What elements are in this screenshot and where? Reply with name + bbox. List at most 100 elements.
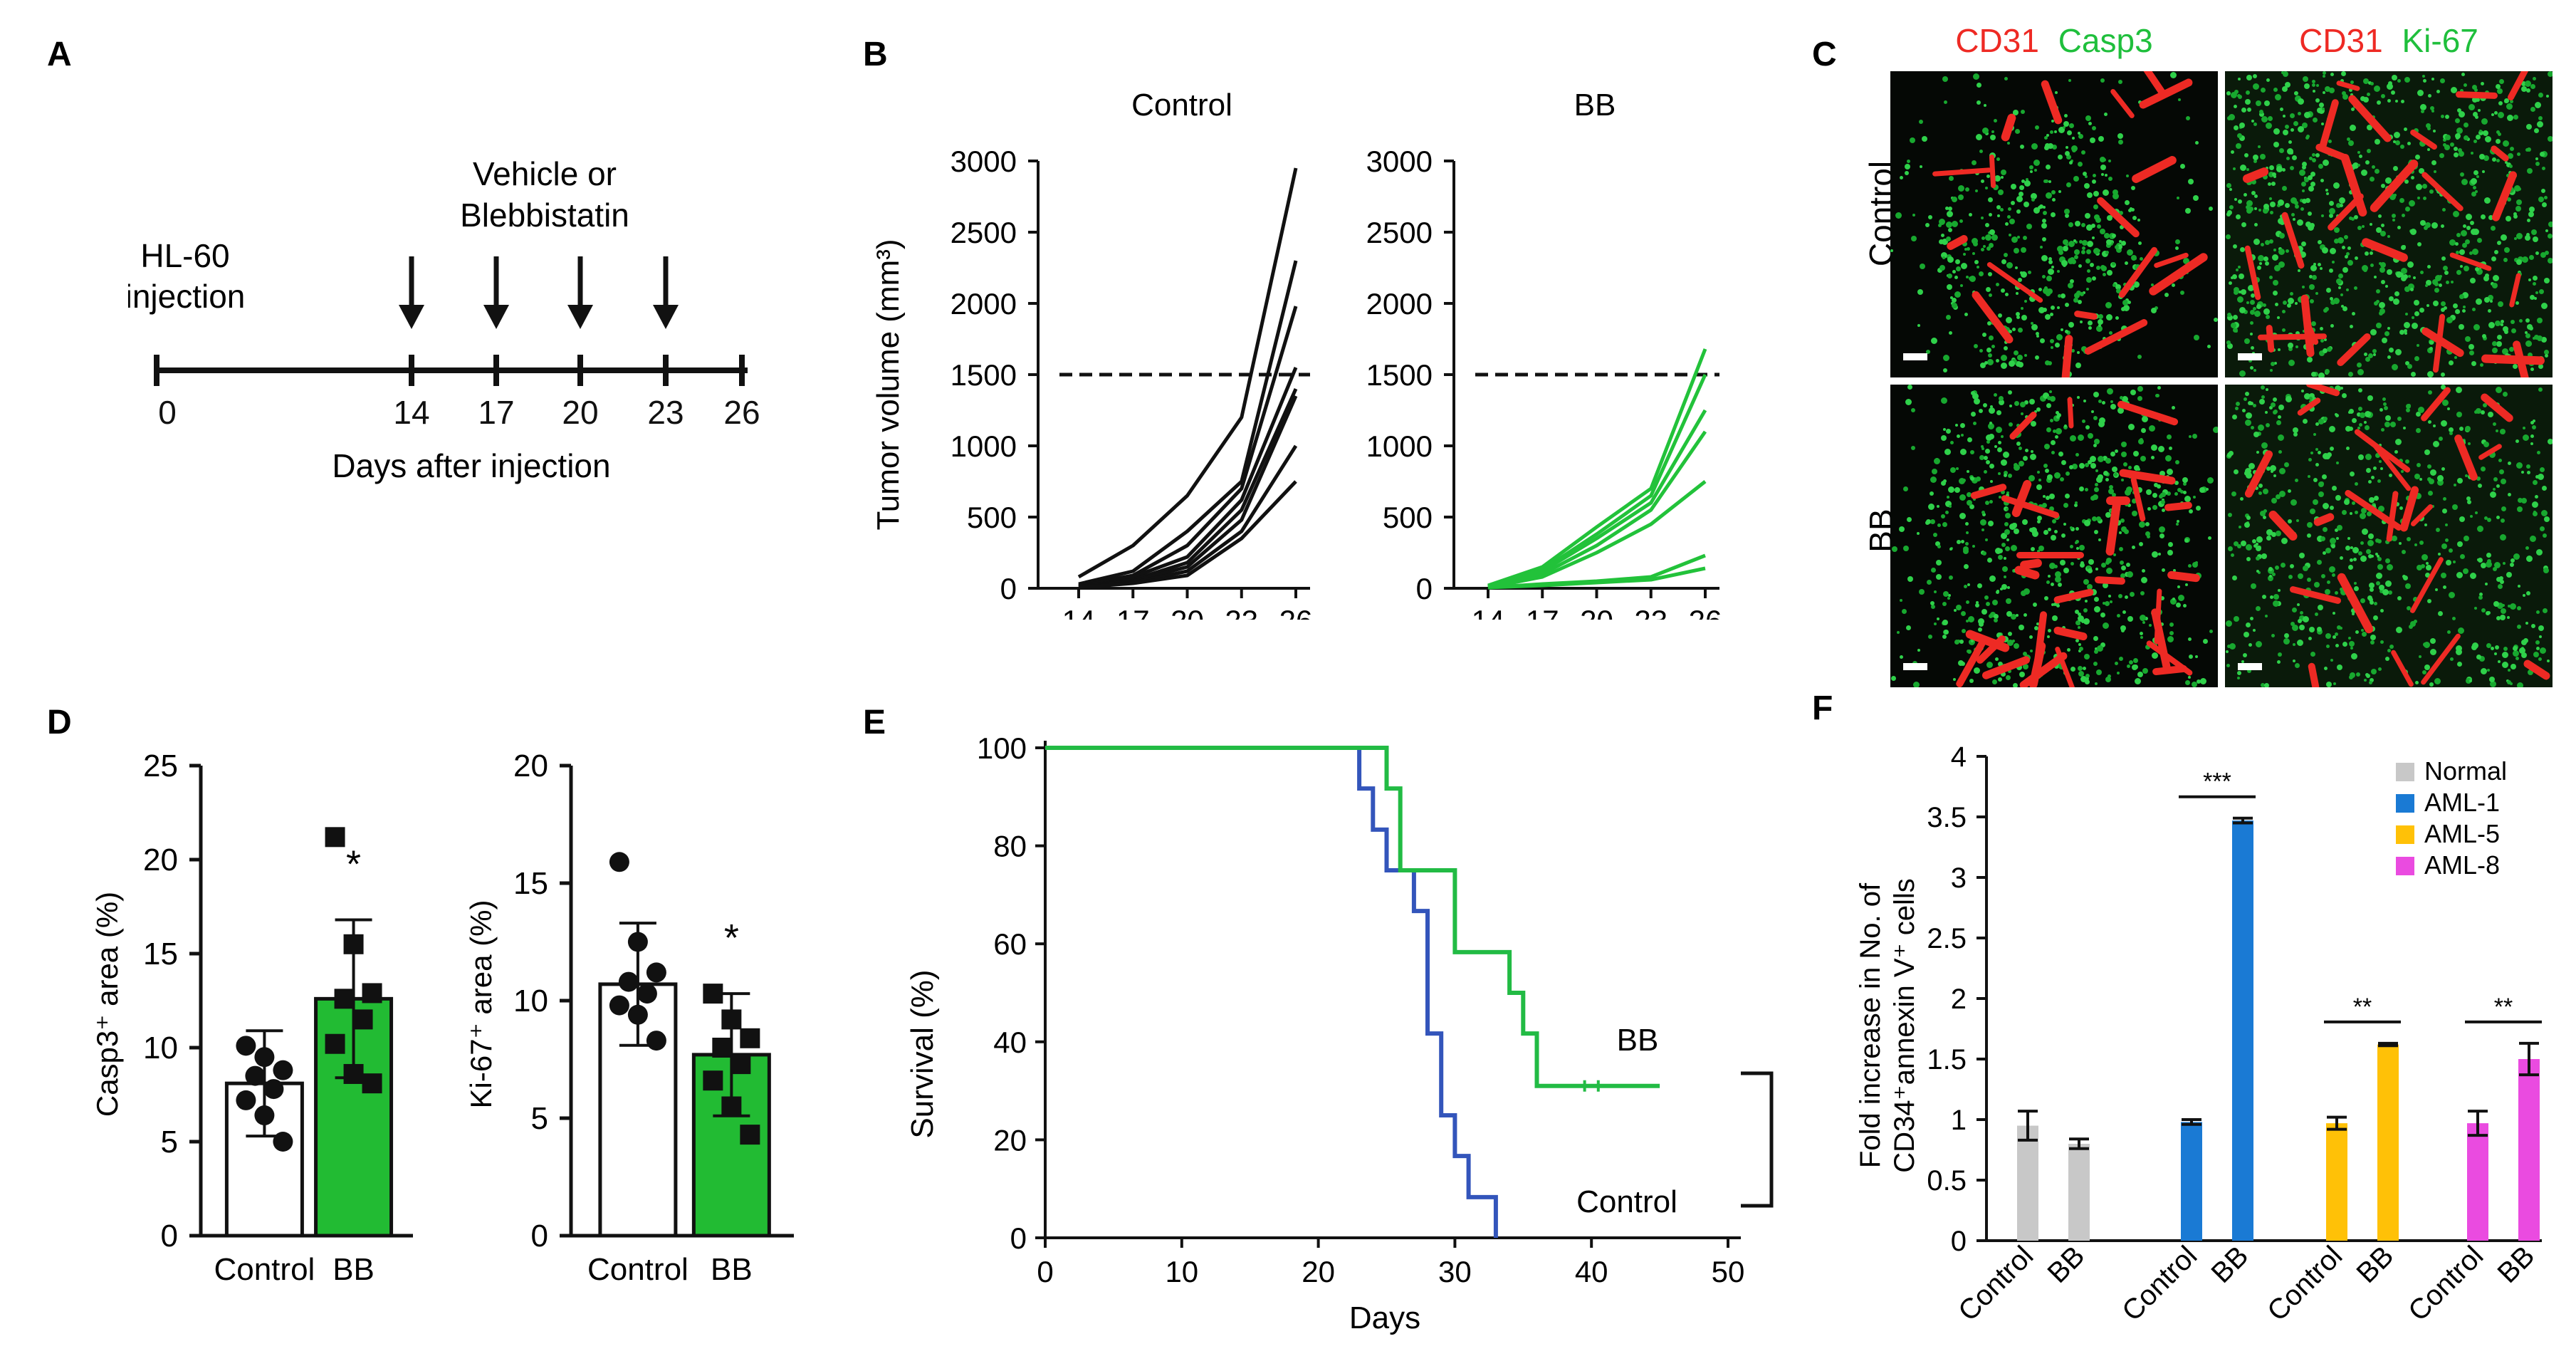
green-signal-dot [2315, 463, 2319, 466]
green-signal-dot [2075, 501, 2078, 504]
green-signal-dot [1986, 602, 1990, 606]
green-signal-dot [2250, 321, 2253, 325]
green-signal-dot [2099, 417, 2105, 424]
green-signal-dot [2237, 296, 2243, 303]
green-signal-dot [2453, 211, 2459, 217]
green-signal-dot [2251, 191, 2256, 195]
green-signal-dot [2083, 667, 2086, 670]
green-signal-dot [2397, 79, 2401, 83]
green-signal-dot [2370, 640, 2375, 645]
green-signal-dot [2425, 222, 2431, 228]
green-signal-dot [2302, 199, 2307, 204]
green-signal-dot [2028, 271, 2031, 274]
green-signal-dot [2313, 433, 2316, 436]
green-signal-dot [2397, 226, 2401, 229]
green-signal-dot [2031, 143, 2038, 150]
injection-label-line1: HL-60 [140, 237, 229, 274]
green-signal-dot [1963, 546, 1969, 552]
green-signal-dot [2011, 614, 2016, 620]
green-signal-dot [2328, 140, 2332, 143]
green-signal-dot [2330, 248, 2336, 254]
green-signal-dot [2256, 556, 2260, 561]
green-signal-dot [2237, 671, 2241, 675]
green-signal-dot [2493, 275, 2499, 281]
green-signal-dot [2257, 266, 2261, 270]
green-signal-dot [1907, 576, 1913, 582]
green-signal-dot [2082, 246, 2085, 250]
green-signal-dot [2142, 569, 2145, 573]
green-signal-dot [2281, 563, 2286, 568]
f-ytick-label: 1.5 [1927, 1044, 1967, 1075]
green-signal-dot [2098, 456, 2104, 462]
green-signal-dot [2234, 90, 2239, 94]
green-signal-dot [1988, 197, 1993, 202]
green-signal-dot [2164, 293, 2169, 297]
green-signal-dot [2435, 275, 2441, 281]
green-signal-dot [2066, 155, 2071, 160]
green-signal-dot [2268, 567, 2273, 571]
green-signal-dot [1999, 400, 2004, 405]
green-signal-dot [2263, 208, 2268, 214]
green-signal-dot [2060, 127, 2063, 130]
green-signal-dot [1931, 605, 1935, 609]
green-signal-dot [2294, 201, 2298, 205]
green-signal-dot [2046, 192, 2052, 199]
green-signal-dot [2258, 571, 2261, 574]
green-signal-dot [2042, 503, 2047, 508]
green-signal-dot [1961, 611, 1966, 616]
green-signal-dot [2526, 233, 2530, 236]
green-signal-dot [2456, 270, 2461, 275]
green-signal-dot [2364, 353, 2367, 356]
dose-arrow-head [399, 305, 424, 329]
green-signal-dot [2094, 439, 2100, 444]
green-signal-dot [2127, 616, 2133, 622]
green-signal-dot [2244, 338, 2250, 344]
green-signal-dot [2112, 262, 2115, 266]
green-signal-dot [2271, 402, 2276, 407]
green-signal-dot [2317, 560, 2322, 565]
green-signal-dot [2261, 385, 2265, 390]
green-signal-dot [2312, 275, 2317, 280]
green-signal-dot [2065, 244, 2068, 246]
green-signal-dot [2074, 504, 2078, 507]
green-signal-dot [2497, 241, 2501, 245]
green-signal-dot [2079, 647, 2083, 651]
green-signal-dot [2523, 594, 2525, 597]
green-signal-dot [1890, 249, 1893, 252]
green-signal-dot [2185, 583, 2188, 586]
green-signal-dot [2368, 81, 2372, 85]
green-signal-dot [2084, 520, 2090, 526]
green-signal-dot [2456, 649, 2462, 655]
green-signal-dot [2377, 539, 2382, 543]
green-signal-dot [2009, 234, 2011, 236]
green-signal-dot [2170, 598, 2177, 605]
green-signal-dot [2258, 484, 2263, 488]
green-signal-dot [2241, 108, 2246, 113]
green-signal-dot [2055, 435, 2058, 439]
green-signal-dot [2273, 142, 2279, 147]
green-signal-dot [2342, 393, 2347, 398]
green-signal-dot [2496, 139, 2501, 144]
green-signal-dot [2266, 388, 2268, 391]
d-datapoint [254, 1105, 275, 1126]
green-signal-dot [2317, 629, 2323, 635]
green-signal-dot [2031, 324, 2038, 330]
green-signal-dot [2175, 239, 2180, 244]
green-signal-dot [2427, 148, 2430, 151]
green-signal-dot [2327, 580, 2330, 584]
green-signal-dot [1938, 224, 1942, 227]
green-signal-dot [2213, 427, 2218, 433]
green-signal-dot [2428, 94, 2431, 98]
green-signal-dot [2413, 276, 2416, 279]
green-signal-dot [2180, 490, 2184, 494]
green-signal-dot [2134, 465, 2140, 471]
green-signal-dot [2023, 236, 2027, 240]
green-signal-dot [2128, 209, 2132, 212]
green-signal-dot [2388, 81, 2392, 85]
green-signal-dot [2096, 476, 2103, 483]
green-signal-dot [2352, 547, 2359, 553]
green-signal-dot [2422, 670, 2426, 674]
green-signal-dot [2441, 385, 2446, 390]
green-signal-dot [2375, 453, 2380, 458]
green-signal-dot [2263, 174, 2268, 179]
